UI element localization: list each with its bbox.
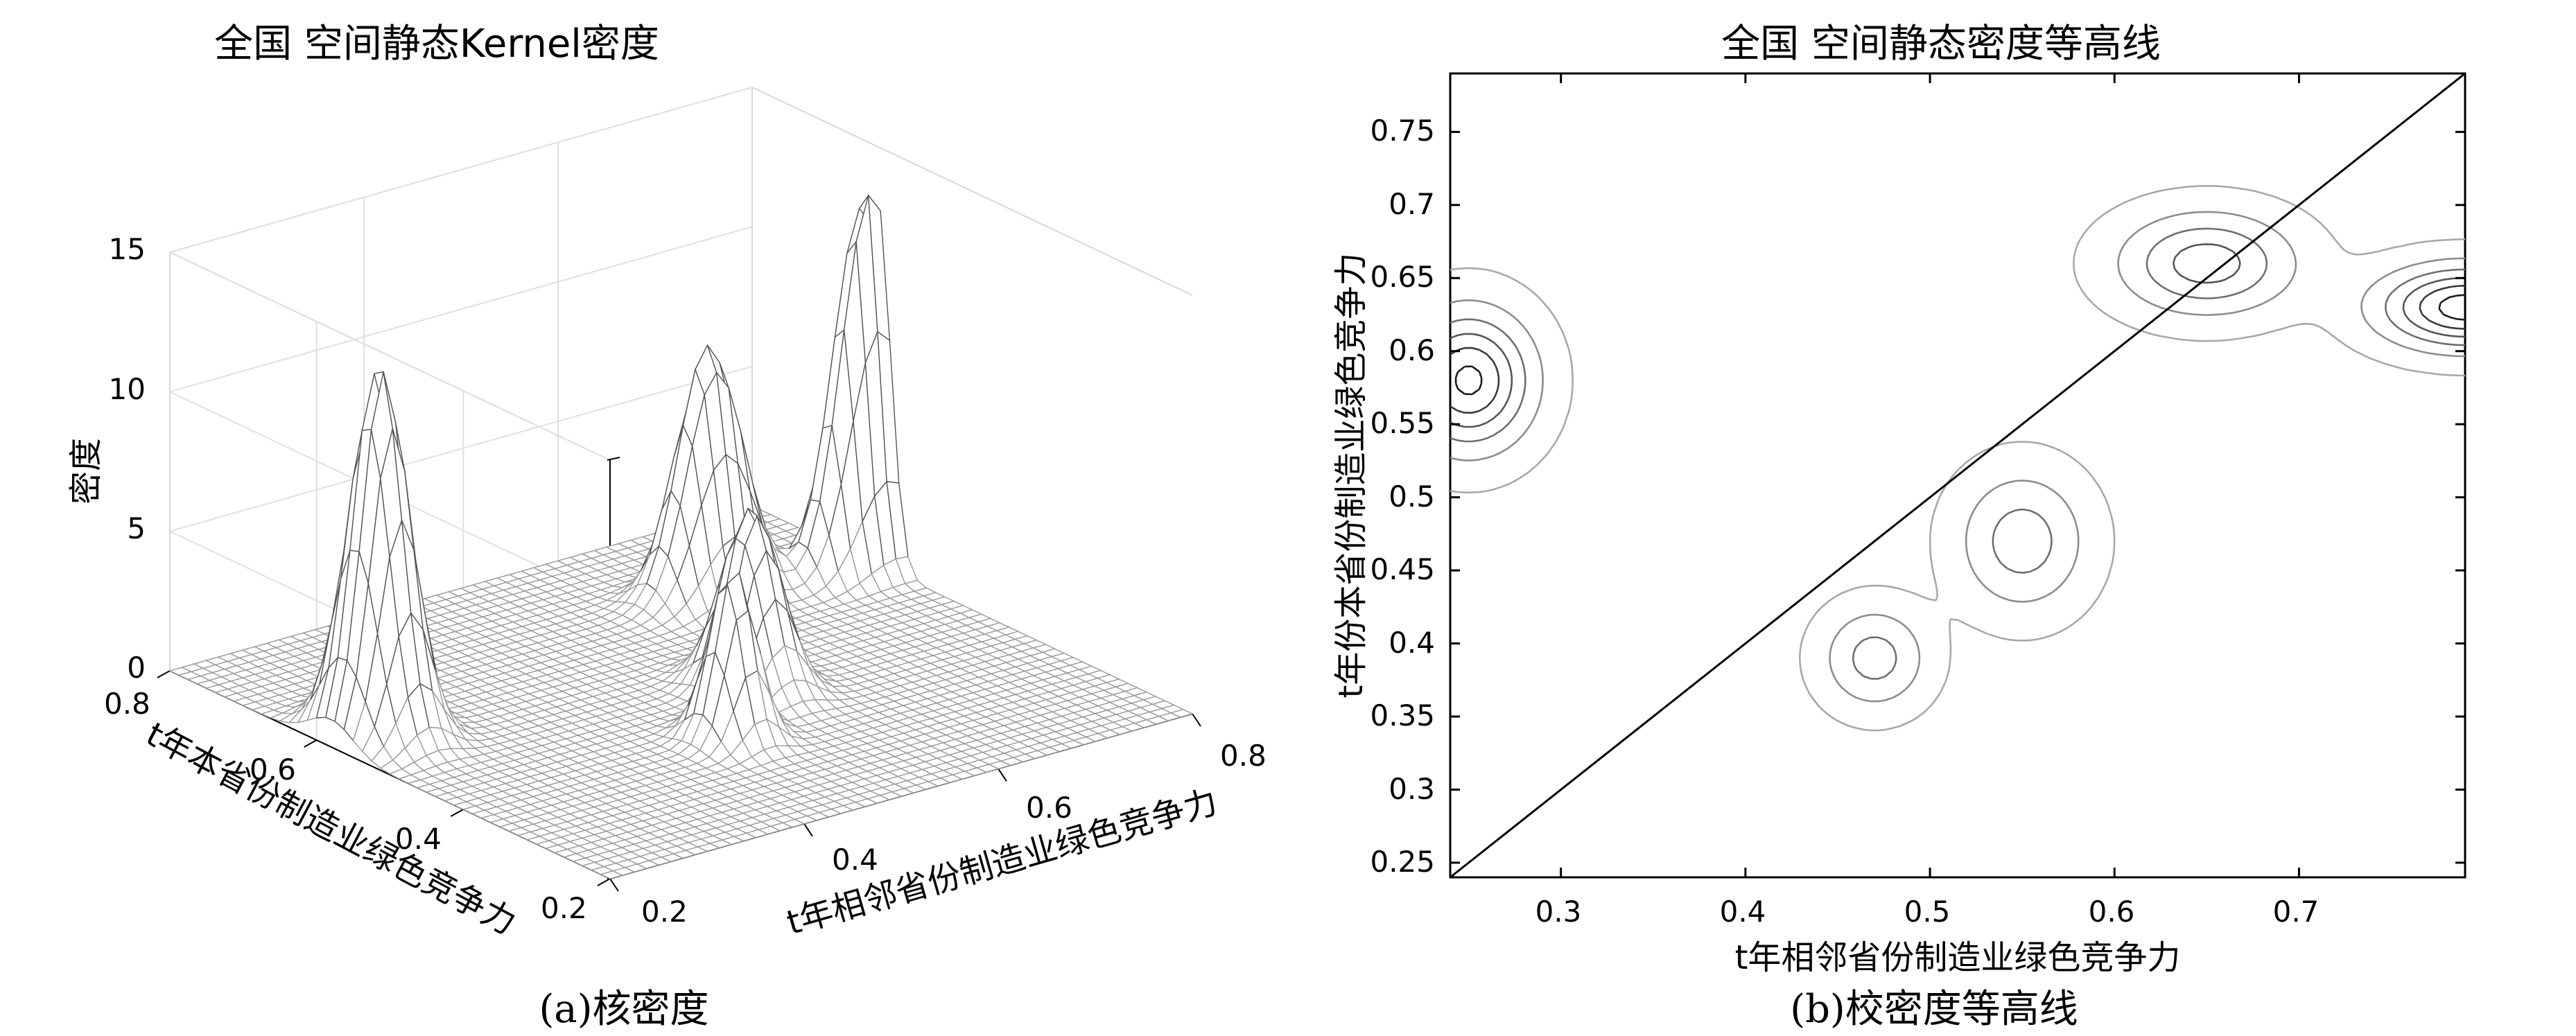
y-tick-label: 0.75 xyxy=(1370,114,1435,148)
y-tick-label: 0.5 xyxy=(1389,480,1435,513)
contour-y-ticks: 0.25 0.3 0.35 0.4 0.45 0.5 0.55 0.6 0.65… xyxy=(1370,114,1435,879)
surface-cell xyxy=(1169,709,1194,718)
contour-axes-frame xyxy=(1449,72,2466,879)
y-tick-label: 0.25 xyxy=(1370,845,1435,879)
x-tick-label: 0.6 xyxy=(2089,895,2135,929)
contour-level xyxy=(1450,211,2466,703)
grid-line xyxy=(169,87,753,253)
x-tick-label: 0.7 xyxy=(2273,895,2320,929)
x-tick-label: 0.4 xyxy=(1720,895,1766,929)
x-tick-label: 0.2 xyxy=(641,895,688,929)
x-tick xyxy=(803,823,813,837)
y-tick xyxy=(157,670,171,678)
surface-y-ticks: 0.8 0.6 0.4 0.2 xyxy=(104,687,587,925)
contour-lines xyxy=(1450,185,2466,732)
y-tick-label: 0.35 xyxy=(1370,699,1435,732)
contour-level xyxy=(1450,285,2466,414)
box-edge xyxy=(751,87,1193,296)
z-tick-label: 15 xyxy=(109,232,146,266)
z-tick-label: 10 xyxy=(109,372,146,406)
surface-mesh xyxy=(168,193,1194,879)
x-tick-label: 0.8 xyxy=(1220,739,1267,773)
surface-z-ticks: 0 5 10 15 xyxy=(109,232,146,685)
contour-title: 全国 空间静态密度等高线 xyxy=(1721,21,2161,67)
grid-line xyxy=(169,365,753,532)
contour-panel: 全国 空间静态密度等高线 0.3 0.4 0.5 0.6 0.7 0.25 0.… xyxy=(1332,21,2466,1032)
surface-caption: (a)核密度 xyxy=(539,987,708,1032)
x-tick-label: 0.5 xyxy=(1904,895,1951,929)
surface-panel: 全国 空间静态Kernel密度 0 5 10 15 0.8 0.6 0.4 0.… xyxy=(67,21,1267,1032)
y-tick-label: 0.7 xyxy=(1389,187,1435,221)
diagonal-line xyxy=(1450,72,2466,879)
contour-tick-marks xyxy=(1450,73,2465,877)
y-tick-label: 0.65 xyxy=(1370,260,1435,294)
x-tick xyxy=(1192,713,1201,727)
y-tick-label: 0.6 xyxy=(1389,333,1435,367)
y-tick-label: 0.8 xyxy=(104,687,150,721)
y-tick xyxy=(597,878,611,886)
y-tick-label: 0.6 xyxy=(250,753,296,787)
x-tick-label: 0.6 xyxy=(1026,791,1072,825)
z-tick-label: 5 xyxy=(127,511,146,545)
grid-line xyxy=(169,226,753,393)
y-tick-label: 0.4 xyxy=(1389,626,1435,660)
y-tick-label: 0.55 xyxy=(1370,406,1435,440)
contour-x-label: t年相邻省份制造业绿色竞争力 xyxy=(1735,938,2181,977)
y-tick xyxy=(304,739,317,748)
x-tick-label: 0.3 xyxy=(1535,895,1582,929)
y-tick-label: 0.4 xyxy=(395,822,442,856)
contour-y-label: t年份本省份制造业绿色竞争力 xyxy=(1332,253,1370,699)
contour-level xyxy=(1454,294,2466,396)
y-tick xyxy=(450,809,464,817)
x-tick xyxy=(998,768,1007,782)
contour-level xyxy=(1450,243,2466,428)
contour-level xyxy=(1450,227,2466,680)
contour-x-ticks: 0.3 0.4 0.5 0.6 0.7 xyxy=(1535,895,2320,929)
x-tick-label: 0.4 xyxy=(832,843,878,877)
contour-caption: (b)校密度等高线 xyxy=(1790,987,2078,1032)
surface-x-ticks: 0.2 0.4 0.6 0.8 xyxy=(641,739,1267,929)
z-tick xyxy=(607,457,620,461)
grid-line xyxy=(169,252,611,461)
y-tick-label: 0.2 xyxy=(541,891,587,925)
y-tick-label: 0.3 xyxy=(1389,772,1435,806)
surface-z-label: 密度 xyxy=(67,438,105,504)
surface-title: 全国 空间静态Kernel密度 xyxy=(214,21,659,67)
y-tick-label: 0.45 xyxy=(1370,552,1435,586)
contour-level xyxy=(1450,185,2466,732)
z-tick-label: 0 xyxy=(127,651,146,685)
x-tick xyxy=(609,878,619,892)
